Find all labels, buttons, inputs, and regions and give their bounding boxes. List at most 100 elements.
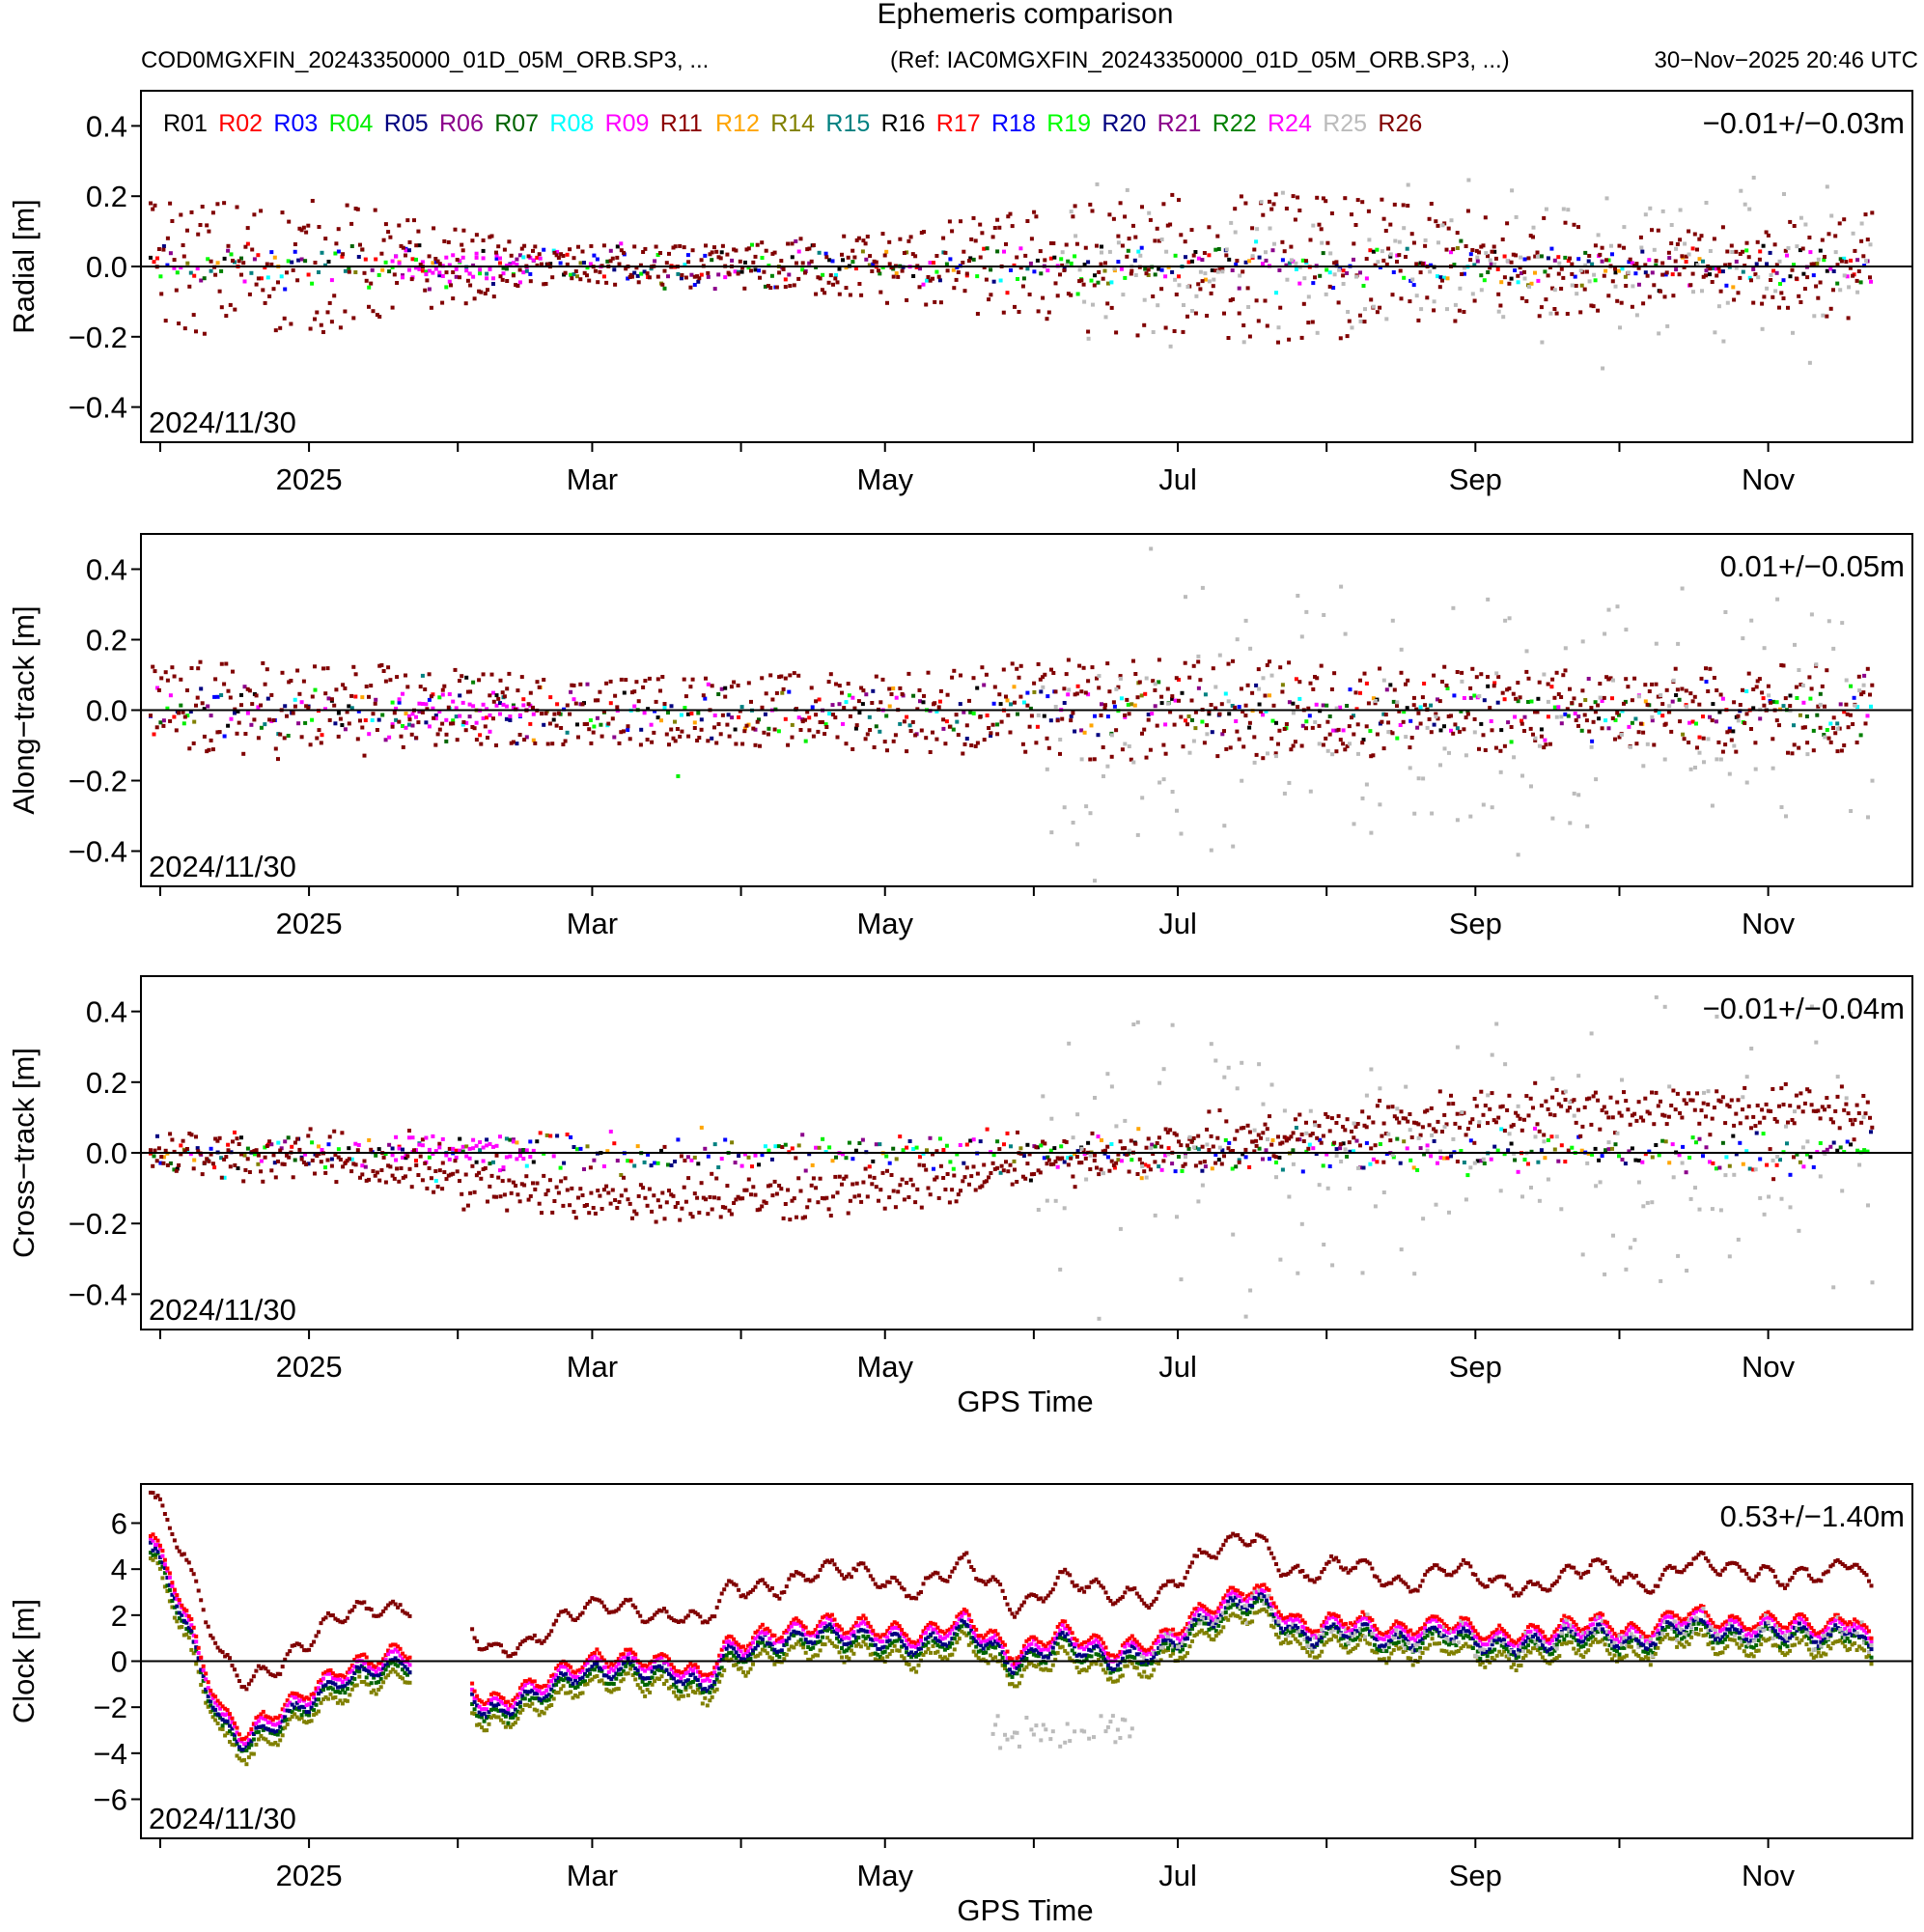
point-r25 bbox=[1680, 1161, 1685, 1165]
point-r26 bbox=[185, 228, 189, 233]
point-r21 bbox=[918, 699, 922, 704]
point-r26 bbox=[362, 753, 367, 758]
point-r20 bbox=[555, 1134, 560, 1138]
point-r26 bbox=[177, 1162, 181, 1167]
point-r24 bbox=[1869, 279, 1873, 284]
point-r26 bbox=[1425, 295, 1430, 300]
point-r26 bbox=[1537, 680, 1542, 685]
point-r21 bbox=[1556, 1159, 1561, 1163]
point-r26 bbox=[1684, 688, 1688, 693]
point-r26 bbox=[259, 703, 264, 708]
point-r26 bbox=[369, 684, 374, 688]
point-r25 bbox=[1348, 742, 1352, 746]
point-r21 bbox=[1684, 1170, 1688, 1175]
point-r22 bbox=[259, 725, 264, 730]
point-r22 bbox=[1543, 269, 1548, 274]
stat-label: −0.01+/−0.03m bbox=[1703, 106, 1905, 140]
point-r26 bbox=[945, 1172, 950, 1176]
point-r05 bbox=[390, 1146, 395, 1151]
point-r25 bbox=[1501, 315, 1506, 320]
point-r25 bbox=[1095, 182, 1100, 186]
point-r25 bbox=[1831, 646, 1836, 651]
point-r05 bbox=[272, 1161, 277, 1165]
point-r26 bbox=[844, 286, 849, 291]
point-r26 bbox=[1360, 741, 1365, 745]
point-r18 bbox=[823, 251, 828, 256]
point-r26 bbox=[263, 300, 267, 305]
point-r03 bbox=[1025, 690, 1030, 695]
point-r25 bbox=[1659, 693, 1663, 697]
point-r26 bbox=[1701, 1101, 1706, 1106]
point-r26 bbox=[1630, 1113, 1634, 1118]
point-r26 bbox=[491, 1194, 496, 1199]
point-r12 bbox=[1210, 1166, 1214, 1171]
point-r26 bbox=[1159, 287, 1164, 292]
point-r26 bbox=[207, 747, 211, 752]
point-r18 bbox=[1610, 252, 1614, 257]
point-r14 bbox=[1032, 689, 1037, 694]
point-r25 bbox=[1360, 796, 1365, 800]
point-r26 bbox=[900, 691, 905, 696]
point-r26 bbox=[425, 278, 430, 283]
point-r26 bbox=[1444, 684, 1449, 687]
point-r26 bbox=[824, 255, 829, 260]
point-r24 bbox=[517, 1154, 522, 1158]
point-r26 bbox=[265, 667, 269, 672]
point-r26 bbox=[1799, 683, 1803, 687]
point-r26 bbox=[1675, 687, 1680, 692]
point-r11 bbox=[1566, 1148, 1571, 1153]
point-r08 bbox=[1109, 280, 1114, 285]
point-r26 bbox=[1505, 687, 1510, 692]
point-r26 bbox=[1053, 281, 1058, 286]
point-r26 bbox=[388, 235, 393, 239]
point-r26 bbox=[468, 283, 473, 288]
point-r26 bbox=[576, 244, 580, 249]
point-r25 bbox=[1364, 782, 1369, 787]
point-r26 bbox=[753, 254, 758, 259]
point-r04 bbox=[383, 1152, 388, 1157]
point-r01 bbox=[1731, 729, 1736, 734]
point-r26 bbox=[449, 1172, 453, 1177]
point-r16 bbox=[464, 675, 469, 680]
point-r26 bbox=[792, 283, 796, 288]
point-r26 bbox=[710, 250, 714, 255]
point-r04 bbox=[884, 1154, 889, 1159]
point-r07 bbox=[605, 259, 610, 264]
point-r26 bbox=[177, 1549, 181, 1554]
point-r26 bbox=[222, 682, 227, 686]
point-r26 bbox=[1088, 1167, 1093, 1171]
point-r26 bbox=[587, 1211, 592, 1216]
point-r26 bbox=[598, 1193, 602, 1198]
point-r02 bbox=[817, 697, 822, 702]
point-r24 bbox=[1066, 692, 1071, 697]
point-r02 bbox=[612, 1141, 617, 1146]
point-r25 bbox=[1611, 1233, 1615, 1238]
point-r24 bbox=[440, 1136, 445, 1141]
point-r26 bbox=[347, 721, 351, 726]
point-r26 bbox=[638, 263, 643, 267]
point-r26 bbox=[1762, 703, 1767, 708]
point-r26 bbox=[610, 256, 615, 261]
point-r16 bbox=[757, 1162, 761, 1167]
point-r15 bbox=[1405, 246, 1409, 251]
point-r26 bbox=[582, 270, 587, 275]
point-r24 bbox=[1436, 1161, 1439, 1165]
point-r24 bbox=[1708, 1160, 1712, 1164]
point-r26 bbox=[556, 256, 561, 260]
point-r15 bbox=[478, 1148, 483, 1153]
point-r26 bbox=[205, 223, 209, 228]
point-r26 bbox=[992, 685, 997, 689]
point-r06 bbox=[1670, 699, 1675, 704]
point-r21 bbox=[569, 689, 573, 694]
point-r26 bbox=[967, 1182, 971, 1187]
x-tick-label: May bbox=[856, 1350, 913, 1384]
point-r05 bbox=[1869, 1130, 1873, 1134]
point-r25 bbox=[1404, 1084, 1408, 1089]
point-r22 bbox=[1157, 680, 1161, 685]
point-r26 bbox=[261, 1179, 265, 1184]
point-r26 bbox=[379, 1168, 384, 1172]
point-r26 bbox=[1831, 288, 1835, 293]
point-r26 bbox=[645, 271, 650, 276]
point-r25 bbox=[1304, 1131, 1309, 1135]
point-r21 bbox=[716, 272, 721, 277]
